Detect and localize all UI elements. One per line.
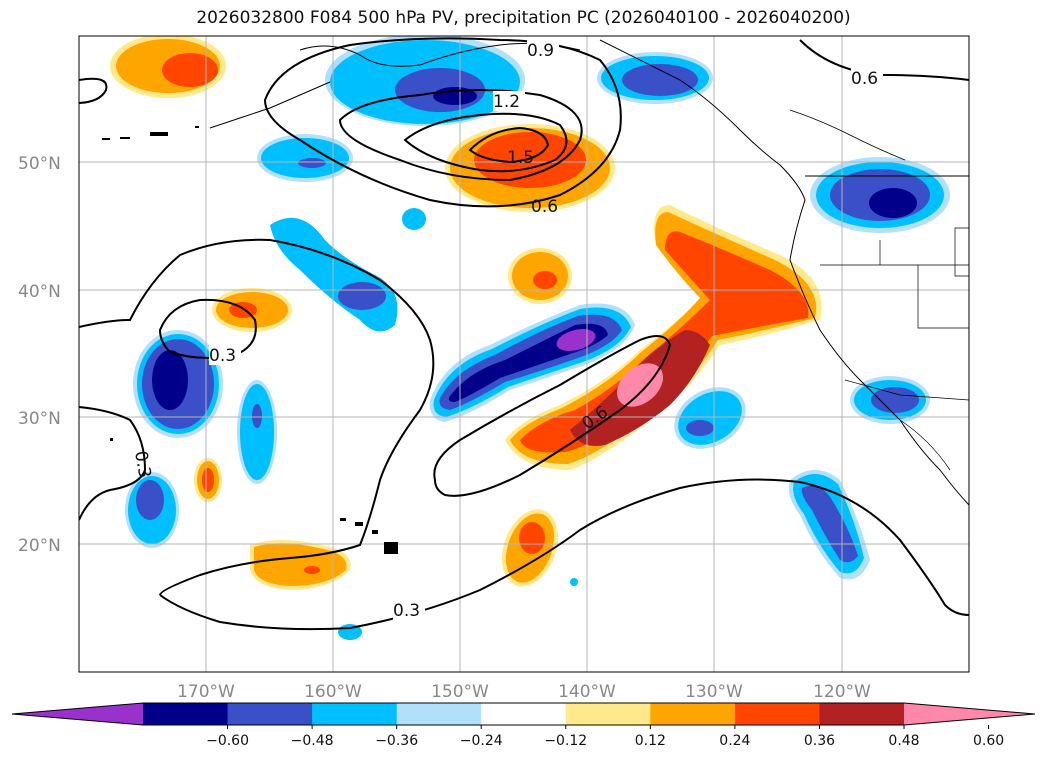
precip-anomaly-fill [110, 36, 950, 640]
colorbar-segment [227, 703, 313, 725]
pv-contour [263, 37, 622, 208]
contour-label: 0.3 [130, 449, 154, 479]
colorbar-extend-low [12, 703, 143, 725]
precip-blob [871, 387, 919, 413]
lon-tick-label: 160°W [304, 682, 362, 702]
colorbar-extend-high [904, 703, 1035, 725]
colorbar-tick-label: −0.36 [375, 733, 418, 749]
colorbar-segment [734, 703, 820, 725]
coastlines [209, 39, 969, 506]
lat-tick-label: 50°N [18, 154, 61, 174]
precip-blob [252, 404, 262, 428]
precip-blob [801, 485, 858, 563]
pv-contour [158, 298, 257, 359]
islands [102, 126, 398, 554]
colorbar-tick-label: 0.48 [888, 733, 919, 749]
colorbar-tick-label: 0.12 [635, 733, 666, 749]
colorbar-tick-label: 0.60 [973, 733, 1004, 749]
contour-label: 0.3 [393, 601, 420, 621]
colorbar-tick-label: −0.24 [460, 733, 503, 749]
figure-title: 2026032800 F084 500 hPa PV, precipitatio… [196, 8, 851, 28]
lon-tick-label: 140°W [558, 682, 616, 702]
precip-blob [570, 578, 578, 586]
pv-contour [79, 406, 147, 521]
pv-contour [79, 77, 108, 104]
lat-tick-label: 20°N [18, 536, 61, 556]
precip-blob [152, 350, 188, 410]
pv-contour [79, 238, 435, 596]
precip-blob [869, 188, 917, 218]
pv-contour [338, 89, 583, 182]
pv-contour [468, 126, 550, 164]
colorbar-segment [565, 703, 651, 725]
lat-tick-label: 40°N [18, 282, 61, 302]
contour-label: 0.6 [531, 197, 558, 217]
colorbar-segment [312, 703, 398, 725]
colorbar-tick-label: 0.36 [804, 733, 835, 749]
precip-blob [520, 231, 809, 453]
lon-tick-label: 150°W [431, 682, 489, 702]
precip-blob [136, 480, 164, 520]
pv-contour [159, 478, 969, 631]
colorbar-segment [396, 703, 482, 725]
precip-blob [622, 64, 698, 96]
pv-contours [79, 37, 969, 631]
colorbar-tick-label: −0.60 [206, 733, 249, 749]
contour-label: 1.2 [493, 92, 520, 112]
contour-label: 0.3 [209, 346, 236, 366]
contour-label: 1.5 [507, 148, 534, 168]
pv-contour [433, 335, 672, 497]
graticule [79, 36, 969, 672]
lon-tick-label: 130°W [685, 682, 743, 702]
precip-blob [162, 53, 218, 87]
precip-blob [240, 384, 274, 480]
precip-blob [402, 208, 426, 230]
lon-tick-label: 120°W [813, 682, 871, 702]
precip-blob [304, 566, 320, 574]
precip-blob [261, 138, 349, 178]
contour-label: 0.6 [851, 69, 878, 89]
colorbar: −0.60 −0.48 −0.36 −0.24 −0.12 0.12 0.24 0.36 0.4… [11, 702, 1036, 749]
lat-tick-label: 30°N [18, 409, 61, 429]
map-frame [78, 35, 970, 673]
precip-blob [556, 329, 596, 351]
latitude-labels: 50°N 40°N 30°N 20°N [18, 154, 61, 556]
colorbar-tick-label: −0.12 [544, 733, 587, 749]
colorbar-segment [143, 703, 229, 725]
contour-label: 0.9 [527, 41, 554, 61]
precip-blob [474, 132, 586, 188]
pv-contour [403, 112, 568, 173]
precip-blob [298, 158, 326, 168]
precip-blob [686, 420, 714, 436]
lon-tick-label: 170°W [177, 682, 235, 702]
longitude-labels: 170°W 160°W 150°W 140°W 130°W 120°W [177, 682, 871, 702]
colorbar-tick-label: −0.48 [291, 733, 334, 749]
colorbar-outline [11, 702, 1036, 726]
precip-blob [519, 522, 545, 554]
precip-blob [338, 282, 386, 310]
colorbar-segment [481, 703, 567, 725]
map-content: 0.9 1.2 1.5 0.6 0.3 0.6 0.3 0.3 0.6 [79, 36, 969, 672]
precip-blob [202, 468, 214, 492]
colorbar-segment [819, 703, 905, 725]
colorbar-tick-label: 0.24 [719, 733, 750, 749]
precip-blob [533, 271, 557, 289]
colorbar-segment [650, 703, 736, 725]
precip-blob [616, 363, 664, 407]
